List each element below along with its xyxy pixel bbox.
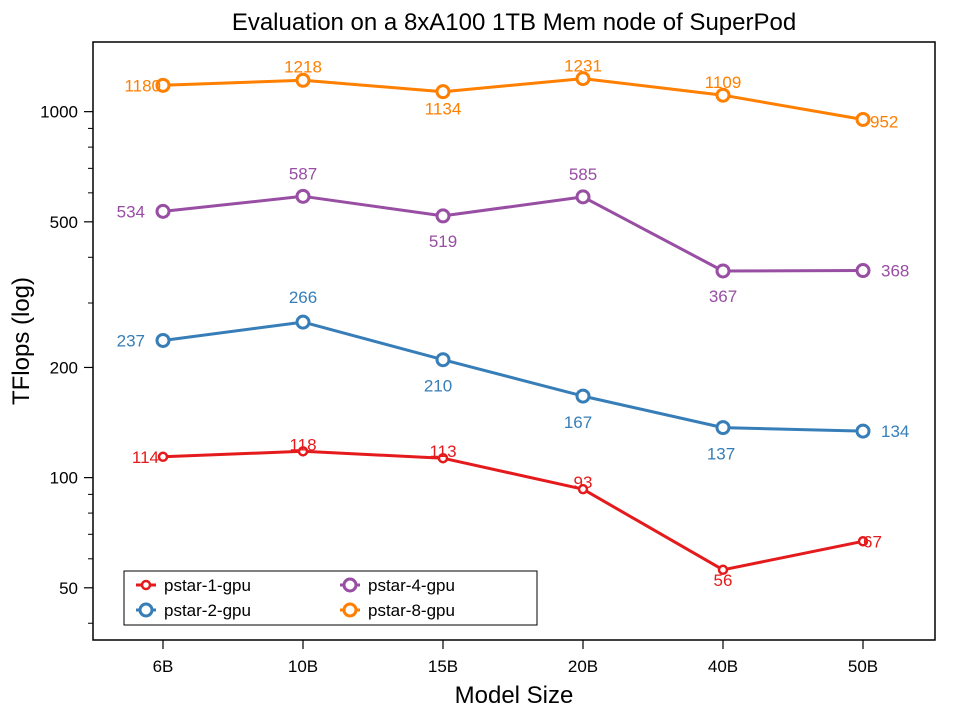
data-label: 367	[709, 287, 737, 306]
legend-label: pstar-2-gpu	[164, 601, 251, 620]
data-point	[575, 388, 591, 404]
data-point	[297, 446, 309, 457]
series-pstar-8-gpu: 1180 1218 1134 1231 1109 952	[124, 57, 898, 132]
data-label: 585	[569, 165, 597, 184]
y-axis: 50 100 200 500 1000	[40, 103, 93, 624]
data-label: 134	[881, 422, 909, 441]
data-label: 1218	[284, 57, 322, 76]
data-label: 1180	[124, 76, 161, 95]
data-label: 118	[289, 435, 316, 454]
data-point	[437, 452, 449, 464]
data-point	[575, 189, 591, 205]
x-tick-label: 10B	[288, 657, 318, 676]
y-axis-label: TFlops (log)	[8, 277, 35, 405]
legend-marker	[138, 602, 154, 618]
y-tick-label: 50	[59, 579, 78, 598]
legend-marker	[342, 602, 358, 618]
data-point	[715, 87, 731, 103]
data-label: 952	[870, 112, 898, 131]
y-tick-label: 1000	[40, 103, 78, 122]
series-line	[162, 194, 864, 273]
x-axis-label: Model Size	[455, 682, 574, 709]
chart-title: Evaluation on a 8xA100 1TB Mem node of S…	[232, 9, 796, 36]
data-label: 167	[564, 413, 592, 432]
data-point	[295, 72, 311, 88]
legend: pstar-1-gpu pstar-2-gpu pstar-4-gpu pstar-8…	[123, 570, 538, 626]
data-point	[575, 71, 591, 87]
series-pstar-2-gpu: 237 266 210 167 137 134	[117, 288, 910, 463]
data-label: 113	[429, 442, 456, 461]
data-point	[715, 263, 731, 279]
data-label: 1109	[705, 73, 742, 92]
y-tick-label: 200	[50, 358, 78, 377]
series-line	[162, 449, 864, 572]
data-point	[295, 314, 311, 330]
data-point	[155, 203, 171, 219]
data-label: 519	[429, 232, 457, 251]
series-pstar-1-gpu: 114 118 113 93 56 67	[132, 435, 882, 589]
series-line	[162, 77, 864, 121]
x-axis: 6B 10B 15B 20B 40B 50B	[153, 640, 878, 676]
series-line	[162, 320, 864, 433]
x-tick-label: 15B	[428, 657, 458, 676]
data-point	[157, 451, 169, 463]
data-point	[855, 263, 871, 279]
data-point	[717, 564, 729, 576]
data-label: 266	[289, 288, 317, 307]
y-tick-label: 500	[50, 213, 78, 232]
data-point	[155, 332, 171, 348]
data-point	[577, 483, 589, 495]
x-tick-label: 20B	[568, 657, 598, 676]
x-tick-label: 6B	[153, 657, 174, 676]
legend-marker	[140, 579, 152, 591]
data-label: 137	[707, 445, 735, 464]
data-point	[857, 536, 869, 547]
series-pstar-4-gpu: 534 587 519 585 367 368	[117, 164, 910, 306]
data-label: 56	[714, 571, 733, 590]
legend-label: pstar-1-gpu	[164, 576, 251, 595]
data-label: 237	[117, 331, 145, 350]
plot-area	[92, 41, 936, 641]
y-tick-label: 100	[50, 469, 78, 488]
data-point	[435, 84, 451, 100]
legend-marker	[342, 577, 358, 593]
data-label: 67	[863, 532, 882, 551]
data-label: 210	[424, 377, 452, 396]
legend-label: pstar-8-gpu	[368, 601, 455, 620]
data-point	[855, 423, 871, 439]
data-label: 93	[574, 473, 593, 492]
data-label: 1231	[564, 57, 602, 76]
data-label: 114	[132, 448, 159, 467]
data-point	[155, 77, 171, 93]
x-tick-label: 50B	[848, 657, 878, 676]
data-label: 368	[881, 262, 909, 281]
legend-label: pstar-4-gpu	[368, 576, 455, 595]
data-label: 1134	[425, 100, 462, 119]
data-point	[855, 111, 871, 127]
legend-box	[123, 570, 538, 626]
data-point	[435, 208, 451, 224]
data-label: 587	[289, 164, 317, 183]
data-point	[295, 188, 311, 204]
data-point	[715, 420, 731, 436]
data-label: 534	[117, 202, 145, 221]
data-point	[435, 352, 451, 368]
x-tick-label: 40B	[708, 657, 738, 676]
